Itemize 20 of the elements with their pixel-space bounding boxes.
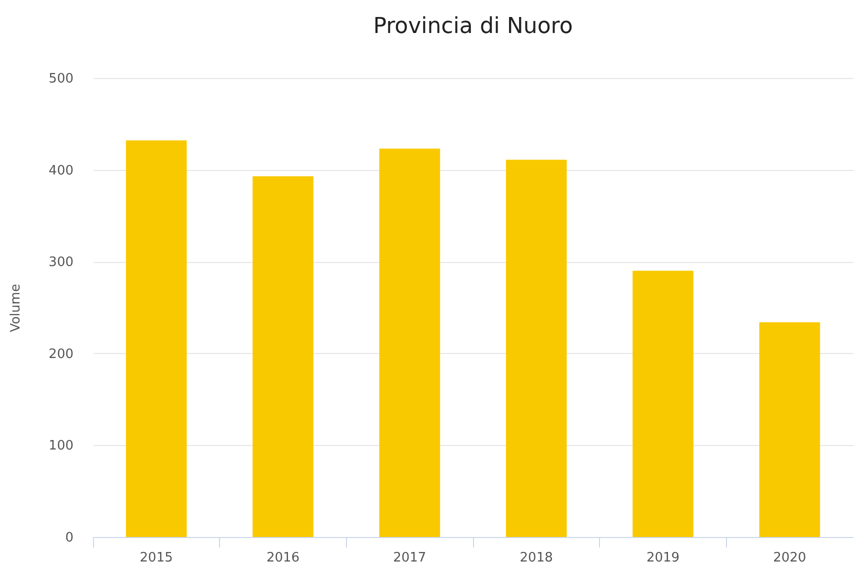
bar bbox=[126, 140, 187, 537]
y-axis-title: Volume bbox=[8, 284, 24, 332]
y-tick-label: 100 bbox=[48, 438, 74, 454]
x-tick-label: 2018 bbox=[520, 550, 553, 566]
x-tick-label: 2015 bbox=[140, 550, 173, 566]
bar bbox=[252, 176, 314, 537]
y-tick-label: 0 bbox=[65, 530, 74, 546]
bar bbox=[632, 270, 694, 537]
y-tick-label: 300 bbox=[48, 255, 74, 270]
bar bbox=[759, 322, 820, 537]
chart-title: Provincia di Nuoro bbox=[373, 14, 573, 39]
y-tick-label: 200 bbox=[48, 346, 74, 362]
x-tick-label: 2017 bbox=[393, 550, 426, 566]
x-tick-label: 2016 bbox=[266, 550, 300, 566]
y-tick-label: 500 bbox=[48, 72, 74, 86]
x-tick-label: 2019 bbox=[646, 550, 680, 566]
bar bbox=[379, 148, 440, 537]
y-tick-label: 400 bbox=[48, 163, 74, 178]
x-tick-label: 2020 bbox=[773, 550, 806, 566]
bar bbox=[506, 160, 567, 537]
